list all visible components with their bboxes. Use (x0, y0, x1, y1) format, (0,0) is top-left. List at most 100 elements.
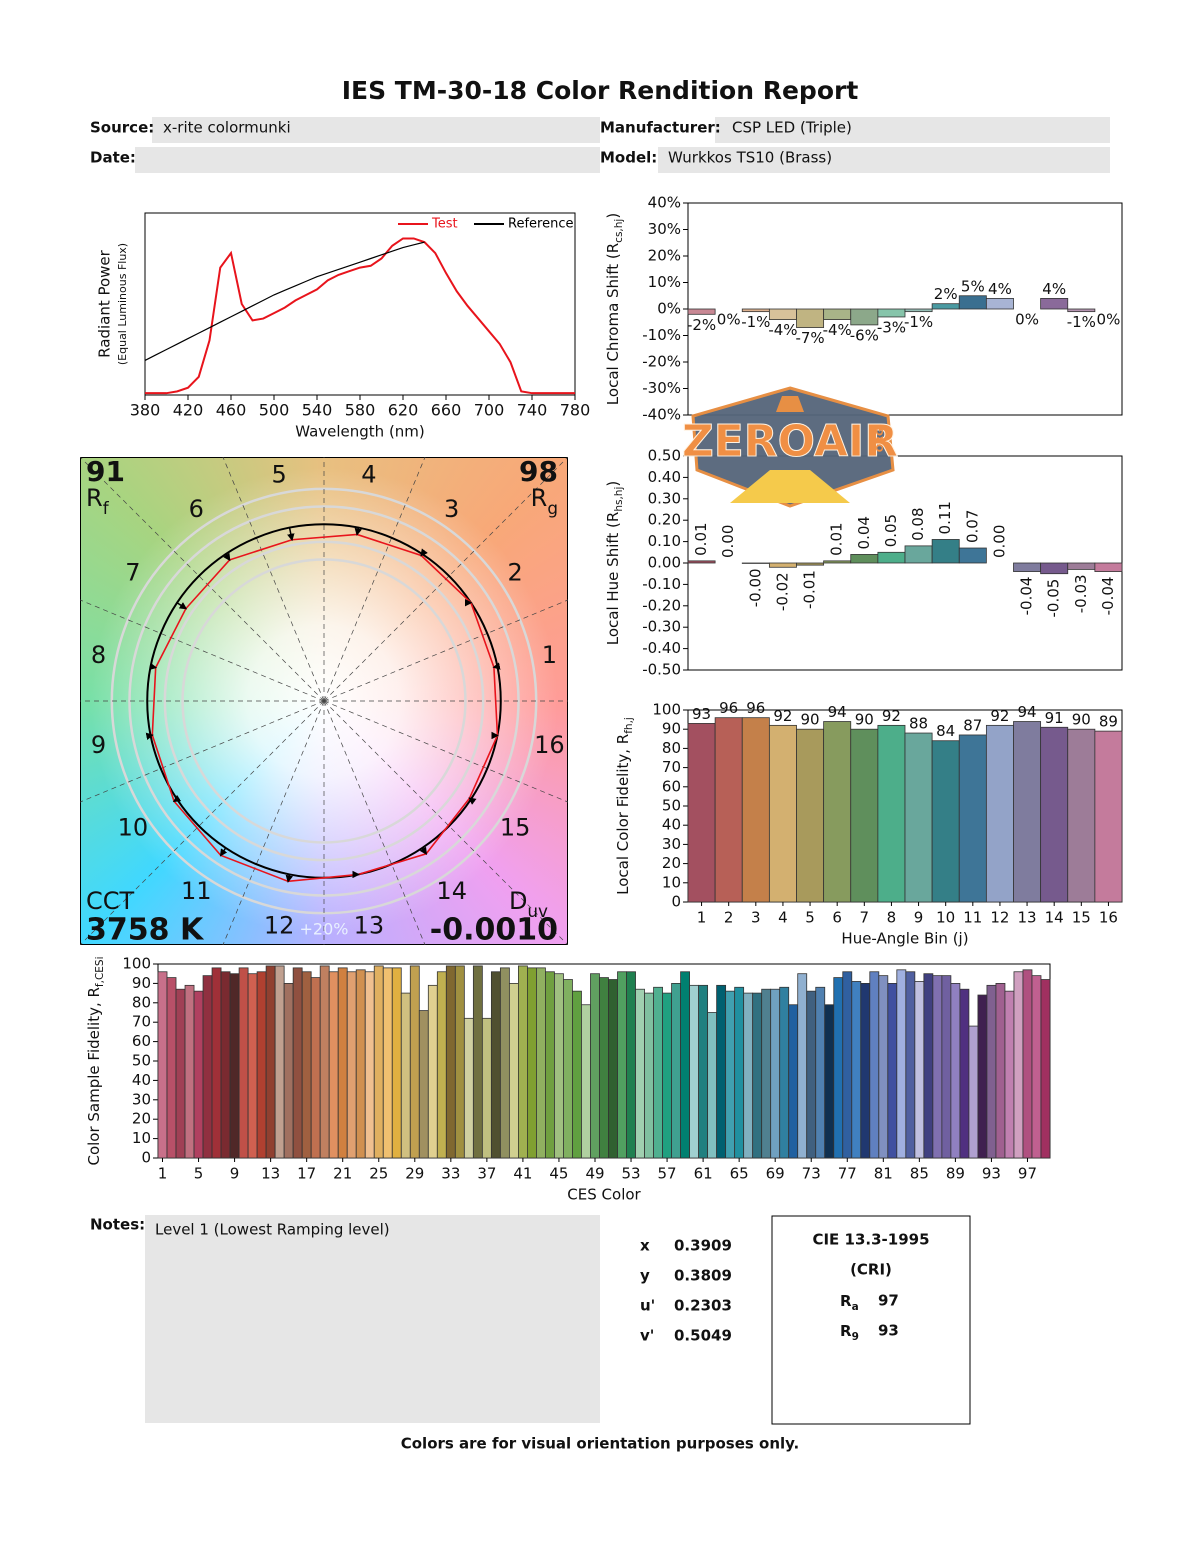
bar (608, 979, 618, 1159)
data-label: -4% (823, 321, 852, 339)
x-tick-label: 81 (874, 1165, 893, 1183)
field-box (135, 147, 600, 173)
y-axis-label: Local Hue Shift (Rhs,hj) (604, 481, 626, 645)
x-tick-label: 61 (694, 1165, 713, 1183)
y-axis-label-part: ) (604, 481, 622, 487)
bin-label: 15 (500, 814, 531, 842)
cri-label-part: a (852, 1301, 859, 1313)
bin-label: 13 (354, 911, 385, 939)
bar (1067, 562, 1096, 570)
bar (958, 295, 987, 310)
footer: Colors are for visual orientation purpos… (401, 1435, 800, 1453)
bar (409, 965, 420, 1159)
bar (716, 984, 727, 1159)
shift-arrow (149, 662, 158, 671)
y-tick-label: 80 (132, 993, 151, 1011)
data-label: 2% (934, 285, 958, 303)
badge-road (730, 470, 850, 503)
data-label: 5% (961, 277, 985, 295)
data-label: -6% (850, 326, 879, 344)
data-label: 92 (990, 707, 1009, 725)
y-tick-label: 90 (662, 720, 681, 738)
chromaticity-value: 0.2303 (674, 1297, 732, 1315)
x-axis-label: CES Color (567, 1186, 641, 1204)
x-tick-label: 5 (805, 909, 815, 927)
bar (768, 308, 797, 321)
bar (1094, 562, 1123, 572)
shift-arrow (285, 874, 293, 883)
bar (1040, 979, 1051, 1159)
data-label: 0.04 (855, 516, 873, 549)
y-axis-label-part: cs,hj (613, 219, 625, 243)
bar (211, 967, 222, 1159)
bin-label: 16 (534, 731, 565, 759)
field-label: Model: (600, 149, 657, 167)
cri-label-part: R (840, 1292, 852, 1310)
bar (581, 1004, 591, 1159)
data-label: 0.11 (936, 501, 954, 534)
y-tick-label: -40% (642, 406, 681, 424)
x-tick-label: 620 (388, 401, 419, 420)
bar (355, 969, 366, 1159)
bar (877, 308, 906, 318)
shift-arrow (219, 847, 228, 857)
cri-box (771, 1215, 971, 1425)
data-label: 0.00 (719, 525, 737, 558)
bar (741, 308, 770, 313)
y-axis-label: Local Color Fidelity, Rfh,j (614, 717, 636, 895)
bar (400, 992, 411, 1159)
data-label: -0.02 (773, 572, 791, 611)
bar (202, 975, 213, 1159)
y-axis-label-part: f,CESi (94, 956, 106, 987)
data-label: -4% (768, 321, 797, 339)
bar (680, 971, 690, 1159)
bar (896, 969, 907, 1159)
bin-label: 7 (125, 558, 140, 586)
watermark-suffix: ORG (875, 428, 886, 452)
x-tick-label: 25 (369, 1165, 388, 1183)
bar (689, 984, 700, 1159)
ring (128, 505, 520, 897)
shift-arrow (287, 527, 295, 542)
x-tick-label: 3 (751, 909, 761, 927)
data-label: 93 (692, 705, 711, 723)
y-axis-label-part: Local Chroma Shift (R (604, 243, 622, 405)
field-label: Date: (90, 149, 136, 167)
shift-arrow (492, 662, 501, 670)
data-label: 0.07 (963, 510, 981, 543)
bar (796, 562, 825, 566)
bar (796, 728, 825, 903)
x-tick-label: 2 (724, 909, 734, 927)
x-tick-label: 29 (405, 1165, 424, 1183)
y-axis-label-part: Color Sample Fidelity, R (85, 987, 103, 1165)
bar (346, 971, 357, 1159)
cri-label-part: 9 (852, 1331, 859, 1343)
shift-arrow (176, 602, 188, 610)
report-title: IES TM-30-18 Color Rendition Report (342, 76, 859, 105)
data-label: 84 (936, 722, 955, 740)
y-axis-label-part: Local Color Fidelity, R (614, 734, 632, 895)
bar (617, 971, 627, 1159)
bar (337, 967, 348, 1159)
bin-divider (80, 599, 325, 702)
bar (941, 975, 952, 1159)
bin-divider (323, 457, 568, 702)
y-tick-label: 0 (671, 893, 681, 911)
x-tick-label: 49 (585, 1165, 604, 1183)
bin-label: 6 (189, 495, 204, 523)
duv-label: Duv (509, 887, 548, 921)
data-label: -7% (795, 329, 824, 347)
bar (310, 977, 321, 1159)
series-line (145, 237, 575, 395)
x-tick-label: 660 (431, 401, 462, 420)
bar (985, 724, 1014, 903)
bar (824, 1004, 835, 1159)
rg-value: 98 (519, 455, 558, 488)
bar (869, 971, 880, 1159)
bar (508, 983, 519, 1159)
bar (274, 965, 285, 1159)
notes-box (145, 1215, 600, 1423)
ring (163, 540, 485, 862)
bar (977, 994, 988, 1159)
bin-label: 5 (272, 461, 287, 489)
